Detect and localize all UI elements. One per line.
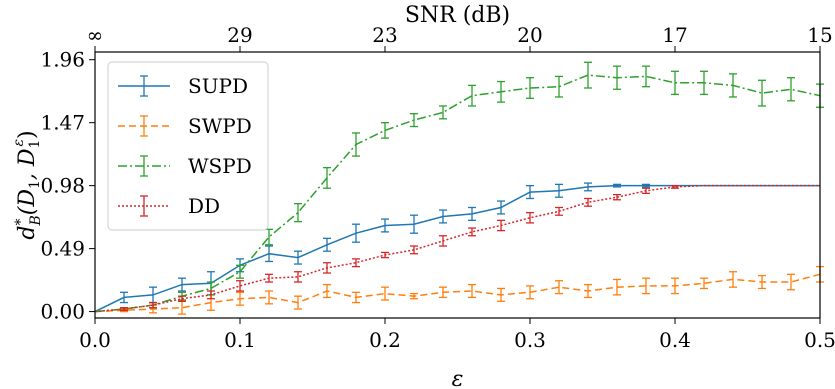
legend-item-wspd: WSPD bbox=[118, 154, 252, 178]
legend-item-dd: DD bbox=[118, 194, 220, 218]
x-axis-label: ε bbox=[452, 367, 464, 389]
y-tick-label: 0.98 bbox=[40, 174, 85, 198]
top-tick-label: 23 bbox=[372, 23, 397, 47]
x-tick-label: 0.0 bbox=[79, 328, 111, 352]
series-line-swpd bbox=[94, 273, 821, 313]
y-tick-label: 0.00 bbox=[40, 300, 85, 324]
top-tick-label: 20 bbox=[517, 23, 542, 47]
legend: SUPD SWPD WSPD DD bbox=[107, 61, 269, 231]
top-tick-label: 15 bbox=[807, 23, 832, 47]
top-tick-label: 29 bbox=[227, 23, 252, 47]
legend-label: WSPD bbox=[188, 154, 252, 178]
x-tick-label: 0.1 bbox=[224, 328, 256, 352]
x-tick-label: 0.5 bbox=[804, 328, 835, 352]
legend-item-supd: SUPD bbox=[118, 74, 248, 98]
y-tick-label: 1.47 bbox=[40, 111, 85, 135]
plot-frame bbox=[94, 51, 821, 319]
x-tick-label: 0.3 bbox=[514, 328, 546, 352]
top-tick-label: ∞ bbox=[87, 23, 104, 47]
axis-ticks bbox=[89, 46, 821, 324]
y-tick-label: 1.96 bbox=[40, 48, 85, 72]
series-swpd bbox=[94, 265, 824, 315]
series-line-wspd bbox=[94, 74, 821, 313]
x-tick-label: 0.4 bbox=[659, 328, 691, 352]
legend-item-swpd: SWPD bbox=[118, 114, 252, 138]
series-dd bbox=[94, 184, 820, 313]
x-tick-label: 0.2 bbox=[369, 328, 401, 352]
top-tick-label: 17 bbox=[662, 23, 687, 47]
legend-box bbox=[107, 61, 269, 231]
y-tick-label: 0.49 bbox=[40, 237, 85, 261]
legend-label: SUPD bbox=[188, 74, 248, 98]
top-axis-label: SNR (dB) bbox=[405, 3, 510, 28]
y-axis-label: d*B(D1, D1ε) bbox=[11, 130, 44, 239]
legend-label: DD bbox=[188, 194, 220, 218]
legend-label: SWPD bbox=[188, 114, 252, 138]
series-line-supd bbox=[94, 184, 820, 313]
tick-labels: 0.0 0.1 0.2 0.3 0.4 0.5 ∞ 29 23 20 17 15 0.00 0.49 0.9… bbox=[40, 23, 835, 352]
